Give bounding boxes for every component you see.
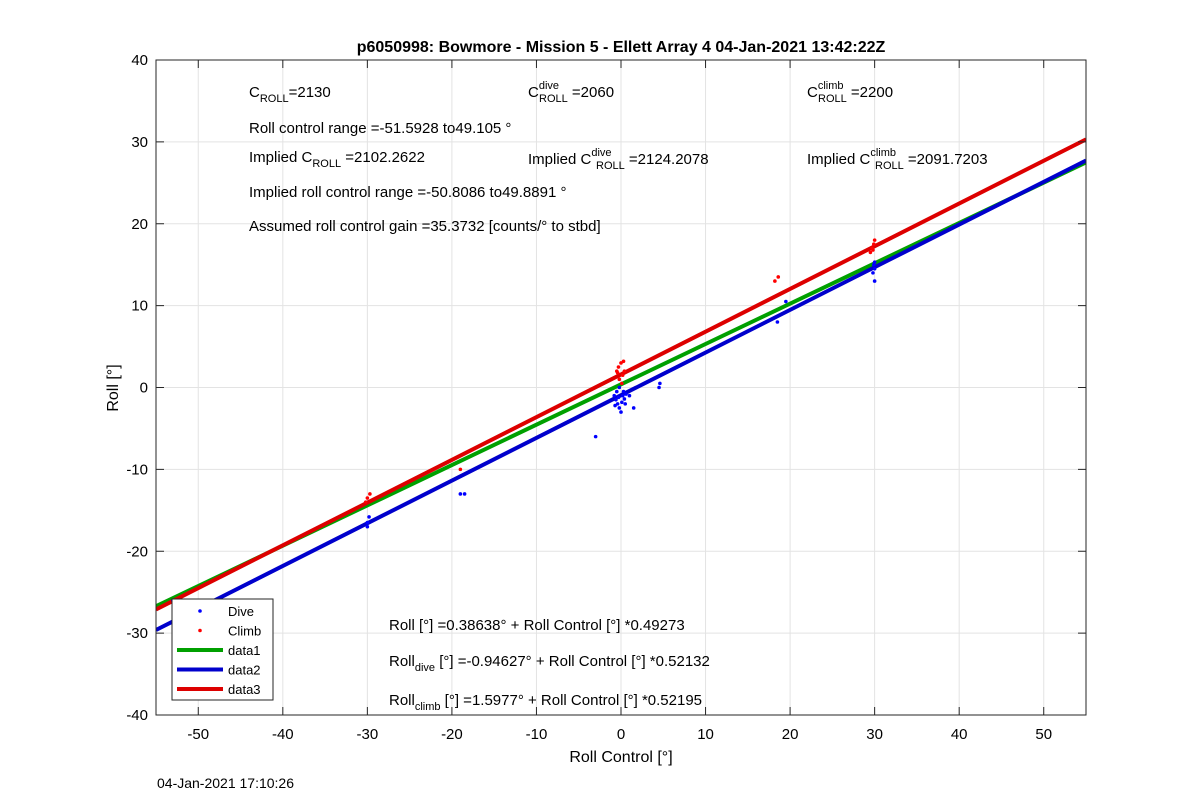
- x-tick-label: 50: [1035, 726, 1052, 743]
- annotation-fit-dive: Rolldive [°] =-0.94627° + Roll Control […: [389, 653, 710, 674]
- legend-label-dive: Dive: [228, 604, 254, 619]
- x-tick-label: -10: [526, 726, 548, 743]
- y-tick-label: -40: [126, 707, 148, 724]
- point-climb: [868, 250, 873, 255]
- point-dive: [622, 397, 627, 401]
- y-axis-label: Roll [°]: [105, 364, 122, 411]
- point-dive: [623, 402, 628, 406]
- point-dive: [631, 406, 636, 410]
- point-climb: [872, 238, 877, 242]
- annotation-assumed-gain: Assumed roll control gain =35.3732 [coun…: [249, 218, 601, 235]
- point-climb: [871, 242, 876, 247]
- point-dive: [367, 515, 371, 519]
- point-climb: [773, 279, 777, 283]
- point-dive: [458, 492, 463, 496]
- point-climb: [617, 377, 622, 382]
- y-tick-label: -20: [126, 543, 148, 560]
- y-tick-label: -10: [126, 461, 148, 478]
- point-dive: [365, 524, 370, 529]
- point-dive: [658, 381, 662, 386]
- annotation-fit-all: Roll [°] =0.38638° + Roll Control [°] *0…: [389, 617, 685, 634]
- point-climb: [616, 365, 621, 369]
- point-climb: [615, 370, 620, 375]
- point-climb: [365, 496, 370, 500]
- point-dive: [613, 403, 617, 408]
- point-climb: [776, 275, 781, 279]
- point-dive: [872, 260, 877, 265]
- legend-label-data3: data3: [228, 682, 261, 697]
- legend: Dive Climb data1 data2 data3: [171, 598, 274, 701]
- annotation-c-roll-dive: Cdive ROLL =2060: [528, 80, 614, 105]
- point-climb: [620, 373, 625, 378]
- point-dive: [657, 385, 661, 390]
- fit-line-data3: [156, 137, 1086, 612]
- y-tick-label: 10: [131, 298, 148, 315]
- point-dive: [775, 320, 780, 324]
- point-climb: [620, 381, 624, 386]
- point-dive: [624, 392, 628, 396]
- point-dive: [617, 406, 622, 410]
- annotation-implied-c-roll-climb: Implied Cclimb ROLL =2091.7203: [807, 147, 988, 172]
- point-dive: [614, 397, 618, 402]
- y-tick-label: 30: [131, 134, 148, 151]
- legend-label-climb: Climb: [228, 624, 261, 639]
- point-climb: [622, 369, 627, 373]
- annotation-implied-roll-control-range: Implied roll control range =-50.8086 to4…: [249, 184, 566, 201]
- y-tick-label: 40: [131, 52, 148, 69]
- x-tick-label: 30: [866, 726, 883, 743]
- point-dive: [871, 271, 875, 275]
- y-tick-label: 20: [131, 216, 148, 233]
- point-climb: [458, 467, 463, 472]
- point-dive: [620, 393, 625, 398]
- annotation-c-roll: CROLL=2130: [249, 84, 331, 105]
- legend-marker-climb: [198, 628, 202, 633]
- point-dive: [365, 520, 370, 525]
- point-dive: [872, 266, 877, 271]
- x-tick-label: -30: [357, 726, 379, 743]
- annotation-c-roll-climb: Cclimb ROLL =2200: [807, 80, 893, 105]
- x-tick-label: -20: [441, 726, 463, 743]
- point-dive: [621, 389, 626, 394]
- legend-label-data2: data2: [228, 663, 261, 678]
- point-dive: [872, 279, 877, 283]
- timestamp: 04-Jan-2021 17:10:26: [157, 775, 294, 791]
- point-dive: [617, 385, 622, 390]
- point-dive: [619, 410, 623, 414]
- x-tick-label: 10: [697, 726, 714, 743]
- annotation-implied-c-roll-dive: Implied Cdive ROLL =2124.2078: [528, 147, 709, 172]
- y-tick-label: -30: [126, 625, 148, 642]
- ticks: -50 -40 -30 -20 -10 0 10 20 30 40 50 -40 -30 -20 -10 0 1…: [126, 52, 1086, 743]
- x-tick-label: 40: [951, 726, 968, 743]
- point-dive: [620, 400, 624, 405]
- x-tick-label: -40: [272, 726, 294, 743]
- y-tick-label: 0: [140, 380, 148, 397]
- scatter-points: [171, 238, 877, 611]
- x-axis-label: Roll Control [°]: [569, 749, 672, 766]
- point-climb: [363, 500, 368, 504]
- point-climb: [368, 492, 372, 496]
- point-dive: [612, 393, 617, 398]
- point-dive: [627, 393, 632, 398]
- point-dive: [462, 492, 467, 496]
- point-climb: [621, 359, 626, 364]
- annotation-roll-control-range: Roll control range =-51.5928 to49.105 °: [249, 120, 511, 137]
- point-dive: [784, 299, 788, 304]
- legend-marker-dive: [198, 609, 202, 613]
- point-dive: [616, 395, 621, 400]
- x-tick-label: -50: [187, 726, 209, 743]
- x-tick-label: 0: [617, 726, 625, 743]
- annotation-implied-c-roll: Implied CROLL =2102.2622: [249, 149, 425, 170]
- chart-title: p6050998: Bowmore - Mission 5 - Ellett A…: [357, 39, 886, 56]
- annotation-fit-climb: Rollclimb [°] =1.5977° + Roll Control [°…: [389, 692, 702, 713]
- point-dive: [614, 389, 619, 394]
- legend-label-data1: data1: [228, 643, 261, 658]
- x-tick-label: 20: [782, 726, 799, 743]
- point-dive: [593, 434, 598, 439]
- point-climb: [871, 248, 875, 252]
